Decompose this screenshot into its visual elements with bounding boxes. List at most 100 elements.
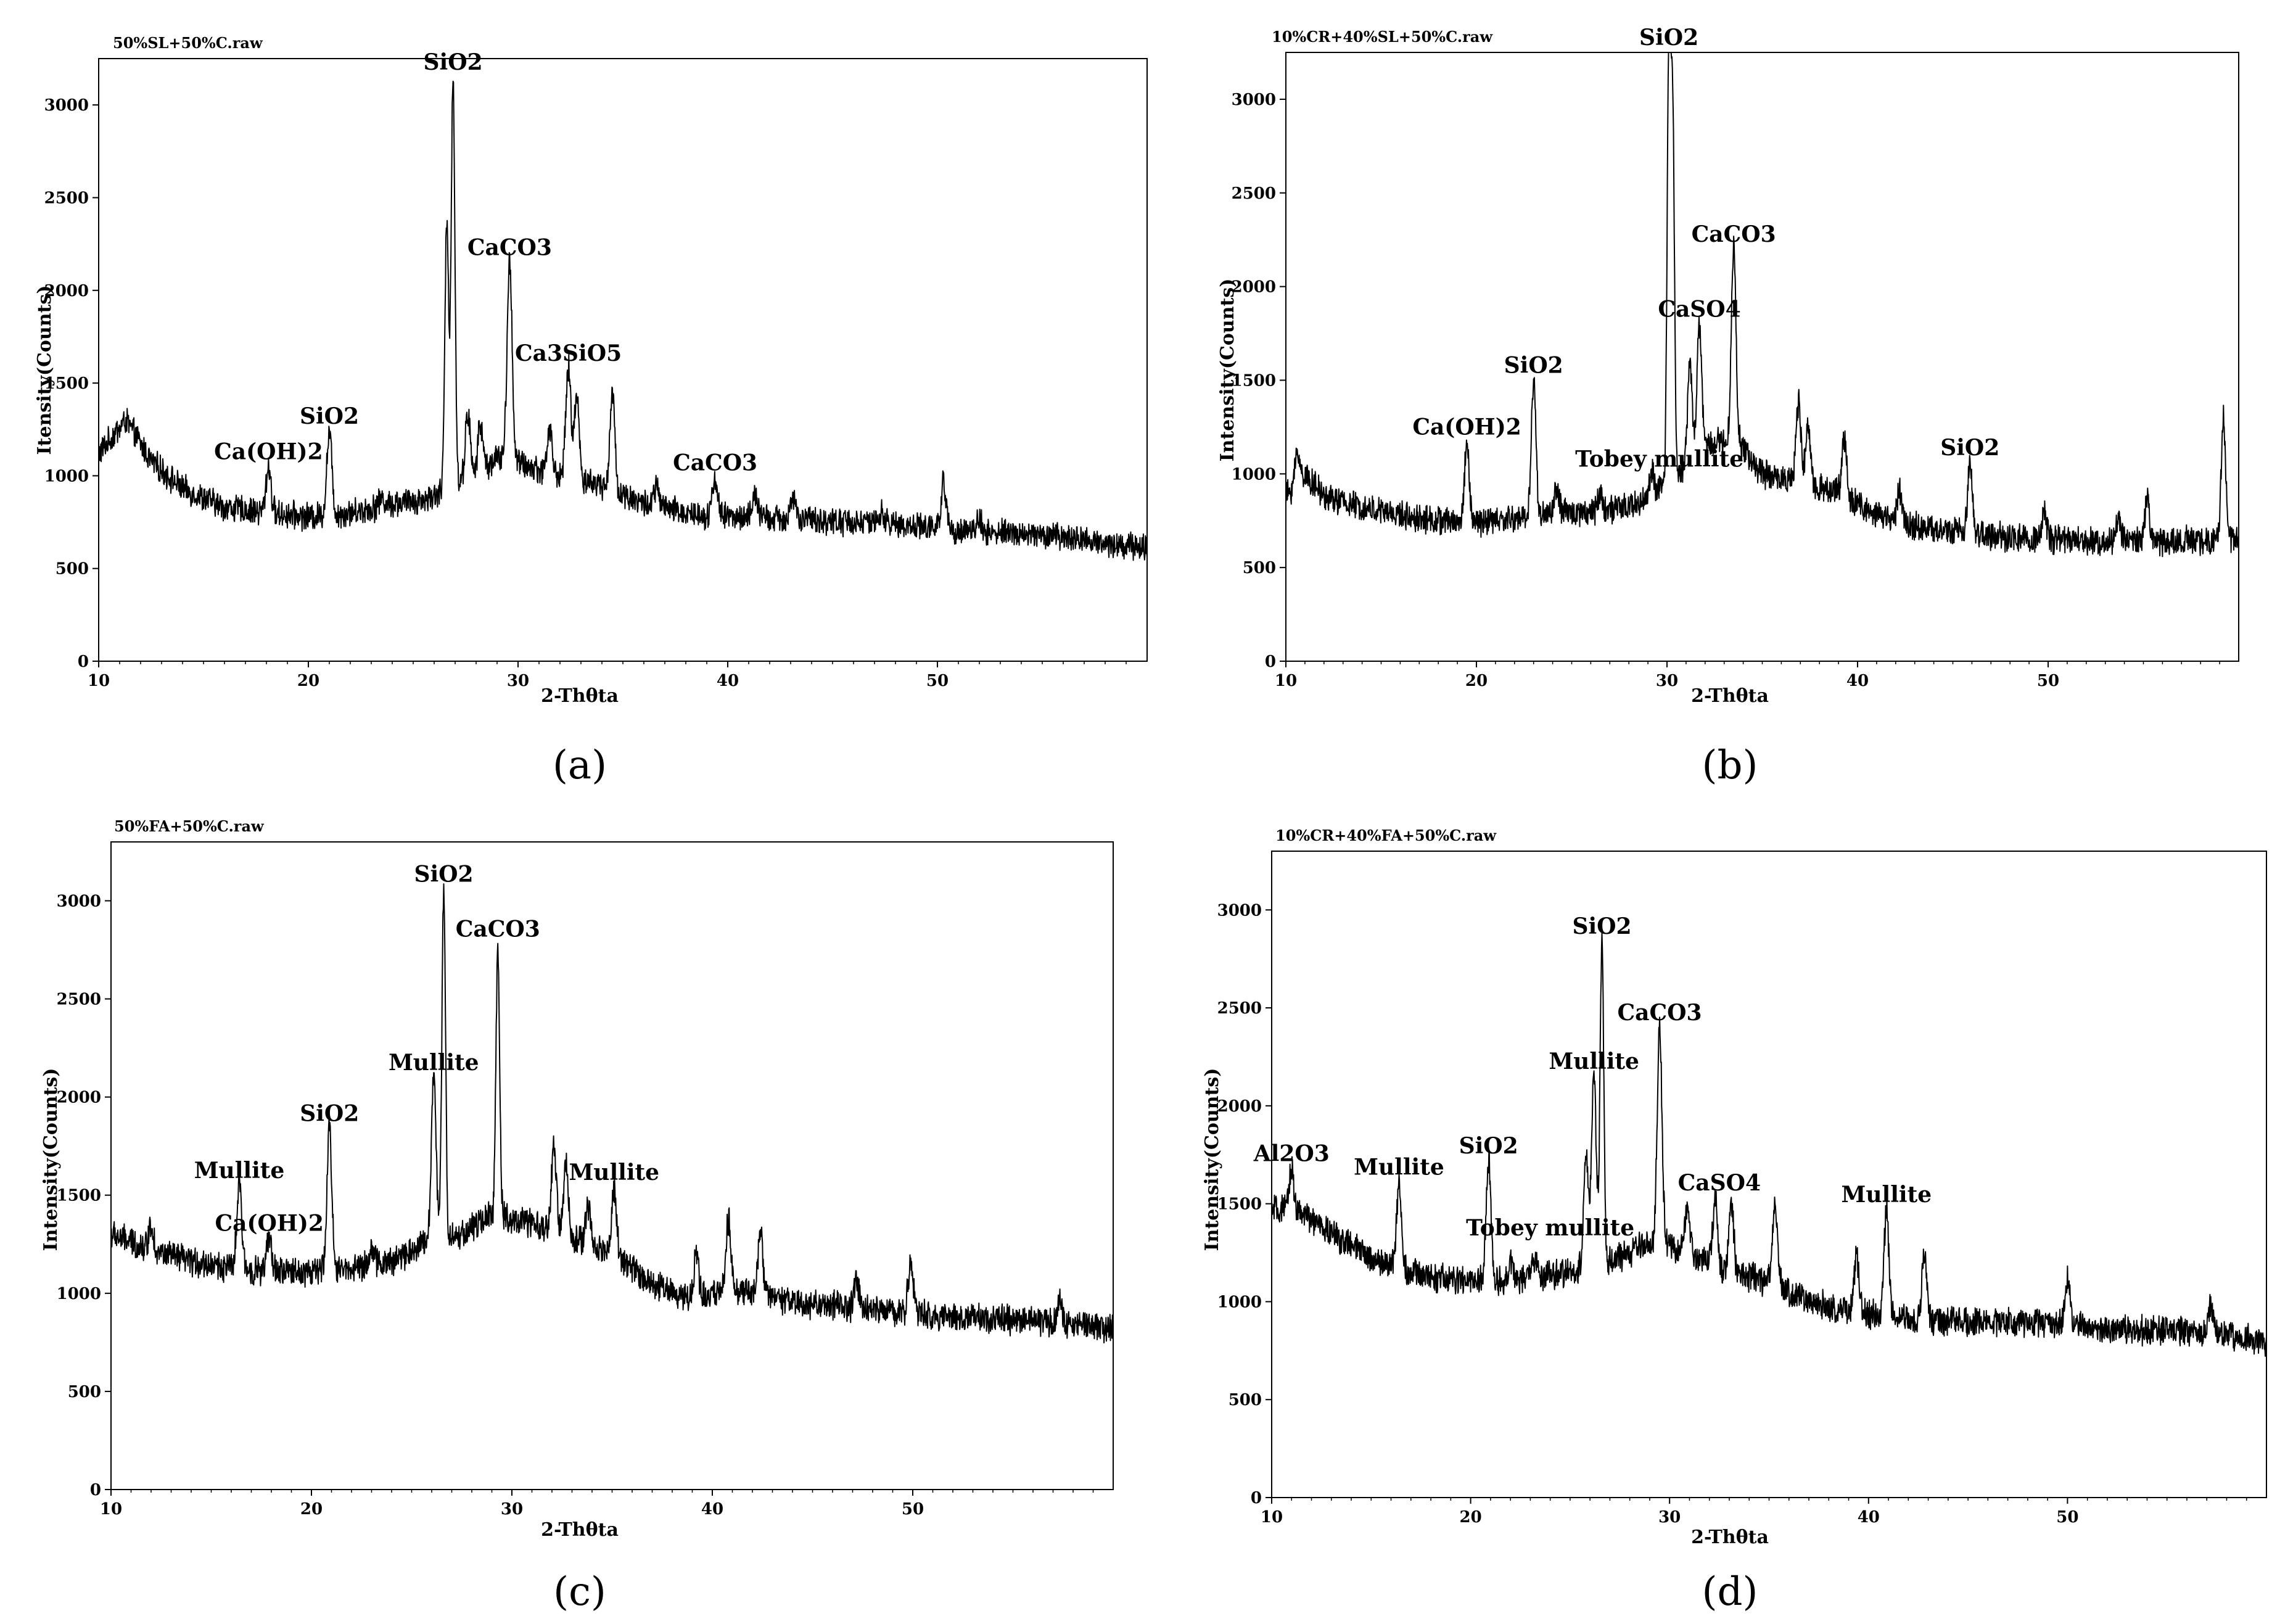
panel-c-y-tick-label: 3000 bbox=[57, 892, 101, 910]
panel-c-peak-label: SiO2 bbox=[414, 861, 473, 887]
panel-d-file-title: 10%CR+40%FA+50%C.raw bbox=[1275, 826, 1497, 844]
panel-d-x-tick-label: 30 bbox=[1658, 1508, 1681, 1527]
panel-d-y-tick-label: 500 bbox=[1229, 1391, 1262, 1409]
panel-b-y-tick-label: 500 bbox=[1243, 559, 1276, 577]
panel-a-y-tick-label: 1000 bbox=[44, 467, 89, 485]
panel-a-y-tick-label: 1500 bbox=[44, 374, 89, 393]
panel-a-x-axis-label: 2-Thθta bbox=[541, 685, 619, 707]
panel-c-x-axis-label: 2-Thθta bbox=[541, 1519, 619, 1541]
panel-d-y-tick-label: 3000 bbox=[1217, 901, 1262, 920]
panel-b-x-axis-label: 2-Thθta bbox=[1691, 685, 1769, 707]
panel-a-y-tick-label: 2000 bbox=[44, 282, 89, 300]
panel-a-peak-label: Ca(OH)2 bbox=[214, 439, 323, 464]
panel-b-peak-label: CaSO4 bbox=[1658, 296, 1740, 322]
panel-d-peak-label: Al2O3 bbox=[1253, 1140, 1330, 1166]
panel-c-y-tick-label: 500 bbox=[68, 1383, 101, 1401]
panel-c-peak-label: Mullite bbox=[569, 1160, 659, 1185]
panel-b-y-tick-label: 3000 bbox=[1232, 91, 1276, 109]
panel-d-y-axis-label: Intensity(Counts) bbox=[1201, 1068, 1223, 1251]
panel-b-peak-label: CaCO3 bbox=[1692, 221, 1776, 247]
panel-c-y-tick-label: 2500 bbox=[57, 991, 101, 1009]
panel-c-xrd-trace bbox=[110, 883, 1114, 1344]
panel-d-peak-label: SiO2 bbox=[1459, 1133, 1518, 1159]
panel-c-y-tick-label: 2000 bbox=[57, 1089, 101, 1107]
panel-b-file-title: 10%CR+40%SL+50%C.raw bbox=[1272, 28, 1493, 46]
panel-d-x-tick-label: 40 bbox=[1858, 1508, 1880, 1527]
panel-b-y-tick-label: 0 bbox=[1265, 653, 1276, 671]
panel-c-x-tick-label: 30 bbox=[501, 1500, 523, 1519]
panel-d-xrd-trace bbox=[1271, 932, 2267, 1357]
panel-d-x-tick-label: 10 bbox=[1261, 1508, 1283, 1527]
panel-a-y-tick-label: 500 bbox=[56, 560, 89, 579]
panel-d-label: (d) bbox=[1702, 1569, 1758, 1615]
panel-c-x-tick-label: 20 bbox=[300, 1500, 323, 1519]
panel-c-peak-label: CaCO3 bbox=[456, 916, 540, 942]
panel-d-peak-label: Mullite bbox=[1549, 1049, 1639, 1074]
panel-b-xrd-trace bbox=[1285, 52, 2239, 558]
panel-b-x-tick-label: 40 bbox=[1846, 672, 1869, 690]
panel-c-label: (c) bbox=[553, 1569, 606, 1615]
panel-d-peak-label: Tobey mullite bbox=[1466, 1215, 1634, 1241]
panel-b-x-tick-label: 50 bbox=[2037, 672, 2059, 690]
panel-a-y-tick-label: 0 bbox=[78, 653, 89, 671]
panel-d-peak-label: Mullite bbox=[1354, 1155, 1444, 1181]
panel-b-y-axis-label: Intensity(Counts) bbox=[1217, 279, 1238, 462]
panel-a-peak-label: CaCO3 bbox=[673, 450, 757, 476]
panel-b-peak-label: Ca(OH)2 bbox=[1412, 414, 1521, 440]
panel-d-peak-label: CaCO3 bbox=[1618, 1000, 1702, 1026]
panel-c-y-axis-label: Intensity(Counts) bbox=[40, 1068, 62, 1251]
panel-d-x-tick-label: 20 bbox=[1460, 1508, 1482, 1527]
panel-c-peak-label: Mullite bbox=[194, 1158, 285, 1184]
panel-b-plot-frame bbox=[1285, 52, 2239, 662]
panel-c-x-tick-label: 10 bbox=[100, 1500, 122, 1519]
panel-b-peak-label: SiO2 bbox=[1639, 25, 1698, 51]
panel-a-y-tick-label: 3000 bbox=[44, 96, 89, 115]
panel-b: 10%CR+40%SL+50%C.raw 2-Thθta Intensity(C… bbox=[1217, 25, 2239, 788]
panel-a-peak-label: Ca3SiO5 bbox=[515, 340, 622, 366]
panel-c-file-title: 50%FA+50%C.raw bbox=[114, 817, 265, 835]
panel-c-x-tick-label: 50 bbox=[902, 1500, 924, 1519]
panel-a-file-title: 50%SL+50%C.raw bbox=[113, 34, 263, 52]
panel-d-y-tick-label: 1000 bbox=[1217, 1293, 1262, 1311]
panel-b-x-tick-label: 10 bbox=[1275, 672, 1297, 690]
panel-d-y-tick-label: 2500 bbox=[1217, 999, 1262, 1018]
panel-a-y-axis-label: Itensity(Counts) bbox=[34, 285, 56, 455]
panel-a-xrd-trace bbox=[98, 80, 1148, 561]
panel-b-y-tick-label: 2500 bbox=[1232, 184, 1276, 203]
panel-b-peak-label: SiO2 bbox=[1504, 352, 1563, 378]
panel-a-peak-label: SiO2 bbox=[300, 403, 359, 429]
panel-a-peak-label: CaCO3 bbox=[467, 235, 552, 261]
panel-d-y-tick-label: 1500 bbox=[1217, 1195, 1262, 1214]
panel-a-plot-frame bbox=[98, 58, 1148, 662]
panel-d-x-axis-label: 2-Thθta bbox=[1691, 1527, 1769, 1548]
panel-a-x-tick-label: 30 bbox=[507, 672, 529, 690]
panel-c-y-tick-label: 1000 bbox=[57, 1285, 101, 1303]
panel-c-peak-label: Mullite bbox=[389, 1050, 479, 1076]
panel-d-y-tick-label: 2000 bbox=[1217, 1097, 1262, 1116]
panel-c: 50%FA+50%C.raw 2-Thθta Intensity(Counts)… bbox=[40, 817, 1114, 1615]
panel-b-x-tick-label: 20 bbox=[1465, 672, 1488, 690]
panel-b-peak-label: Tobey mullite bbox=[1575, 446, 1743, 472]
panel-d-y-tick-label: 0 bbox=[1251, 1489, 1262, 1507]
panel-c-peak-label: SiO2 bbox=[300, 1101, 359, 1127]
panel-d-peak-label: Mullite bbox=[1842, 1182, 1932, 1208]
panel-b-peak-label: SiO2 bbox=[1940, 435, 1999, 461]
panel-a-x-tick-label: 40 bbox=[717, 672, 739, 690]
panel-b-y-tick-label: 2000 bbox=[1232, 278, 1276, 297]
panel-d: 10%CR+40%FA+50%C.raw 2-Thθta Intensity(C… bbox=[1201, 826, 2267, 1615]
panel-b-y-tick-label: 1000 bbox=[1232, 465, 1276, 484]
panel-b-y-tick-label: 1500 bbox=[1232, 371, 1276, 390]
panel-c-y-tick-label: 0 bbox=[90, 1481, 101, 1499]
panel-a: 50%SL+50%C.raw 2-Thθta Itensity(Counts) … bbox=[34, 34, 1148, 788]
panel-a-x-tick-label: 50 bbox=[926, 672, 949, 690]
panel-c-peak-label: Ca(OH)2 bbox=[215, 1211, 324, 1237]
panel-b-label: (b) bbox=[1702, 743, 1758, 788]
panel-c-y-tick-label: 1500 bbox=[57, 1187, 101, 1205]
panel-a-peak-label: SiO2 bbox=[424, 49, 483, 75]
panel-a-x-tick-label: 20 bbox=[297, 672, 319, 690]
panel-a-x-tick-label: 10 bbox=[88, 672, 110, 690]
panel-d-peak-label: CaSO4 bbox=[1678, 1170, 1761, 1196]
panel-a-label: (a) bbox=[553, 743, 607, 788]
panel-c-x-tick-label: 40 bbox=[701, 1500, 723, 1519]
